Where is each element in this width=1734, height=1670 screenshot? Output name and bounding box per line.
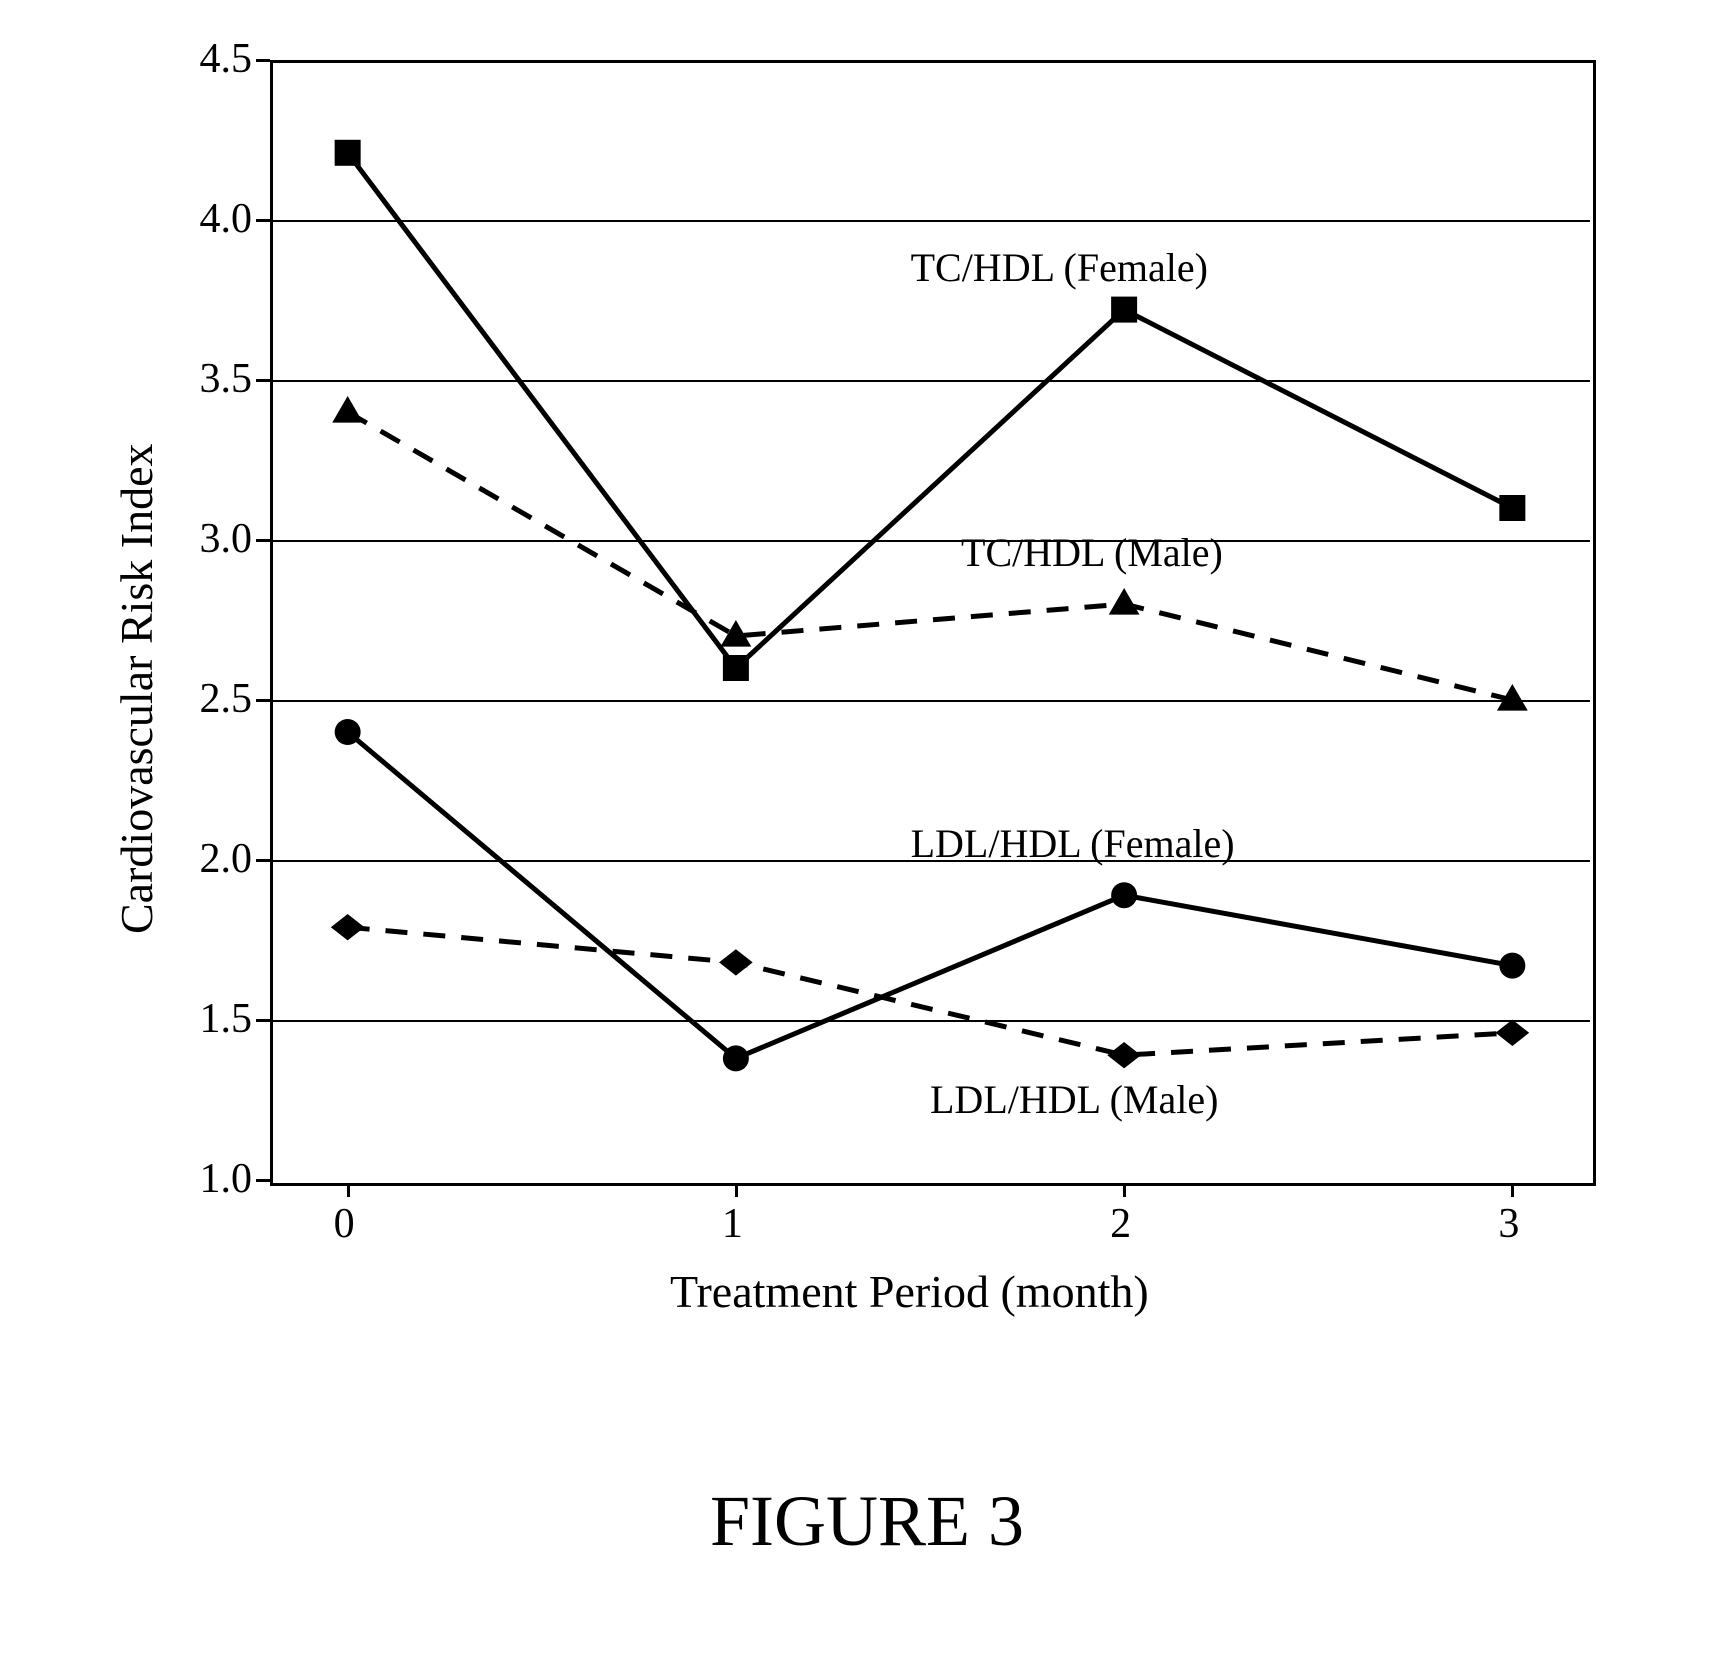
data-marker (1499, 495, 1525, 521)
series-label: LDL/HDL (Female) (911, 820, 1235, 867)
data-marker (723, 1045, 749, 1071)
data-marker (1111, 882, 1137, 908)
figure-caption: FIGURE 3 (0, 1480, 1734, 1563)
series-label: TC/HDL (Male) (961, 529, 1223, 576)
data-marker (1496, 1020, 1530, 1046)
plot-svg (0, 0, 1734, 1400)
data-marker (1111, 297, 1137, 323)
series-line (348, 412, 1513, 700)
series-line (348, 927, 1513, 1055)
data-marker (723, 655, 749, 681)
chart-container: 1.01.52.02.53.03.54.04.5 0123 TC/HDL (Fe… (0, 0, 1734, 1670)
data-marker (331, 914, 365, 940)
data-marker (332, 396, 363, 423)
series-label: TC/HDL (Female) (911, 244, 1208, 291)
series-line (348, 153, 1513, 668)
data-marker (1107, 1042, 1141, 1068)
data-marker (335, 719, 361, 745)
data-marker (1499, 953, 1525, 979)
data-marker (719, 949, 753, 975)
series-label: LDL/HDL (Male) (930, 1076, 1218, 1123)
data-marker (335, 140, 361, 166)
data-marker (1109, 588, 1140, 615)
